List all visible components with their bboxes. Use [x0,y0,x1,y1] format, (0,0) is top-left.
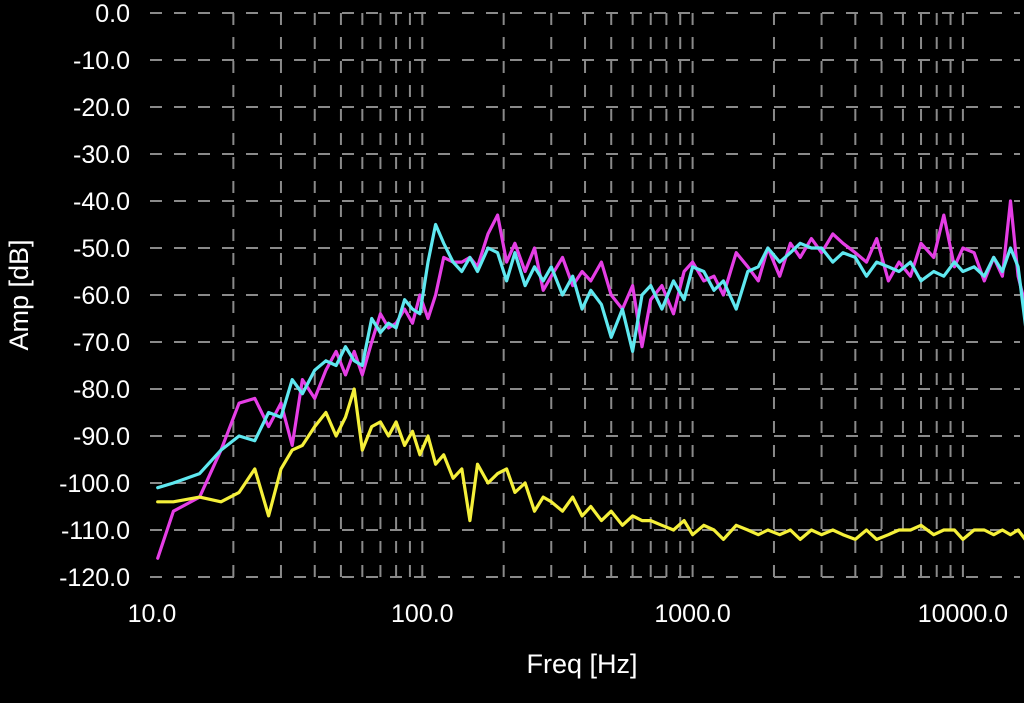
x-tick-label: 10000.0 [918,600,1008,628]
y-axis-ticks: 0.0 -10.0 -20.0 -30.0 -40.0 -50.0 -60.0 -70.0 -8… [59,0,130,592]
x-tick-label: 100.0 [391,600,454,628]
y-tick-label: -110.0 [61,517,130,545]
y-tick-label: -30.0 [73,141,130,169]
x-axis-label: Freq [Hz] [526,649,637,679]
y-tick-label: 0.0 [95,0,130,28]
y-tick-label: -40.0 [73,188,130,216]
y-tick-label: -60.0 [73,282,130,310]
series-line-1 [156,199,1024,560]
y-tick-label: -120.0 [59,564,130,592]
y-tick-label: -90.0 [73,423,130,451]
y-tick-label: -20.0 [73,94,130,122]
series-line-2 [156,222,1024,490]
x-tick-label: 1000.0 [654,600,730,628]
y-tick-label: -100.0 [59,470,130,498]
series-layer [156,199,1024,560]
x-axis-ticks: 10.0 100.0 1000.0 10000.0 [128,600,1008,628]
y-axis-label: Amp [dB] [4,239,34,350]
series-line-3 [156,387,1024,542]
y-tick-label: -70.0 [73,329,130,357]
grid [150,12,1020,578]
y-tick-label: -80.0 [73,376,130,404]
y-tick-label: -10.0 [73,47,130,75]
x-tick-label: 10.0 [128,600,177,628]
y-tick-label: -50.0 [73,235,130,263]
